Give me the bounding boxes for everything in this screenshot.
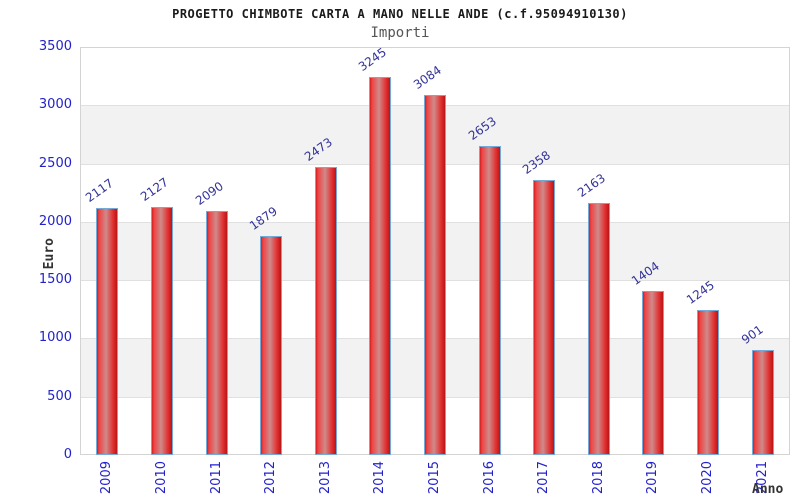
- bar-2010: [150, 207, 173, 455]
- bar-2019: [642, 291, 665, 455]
- x-tick-label-2015: 2015: [427, 461, 442, 495]
- x-tick-label-2011: 2011: [208, 461, 224, 495]
- chart-title: PROGETTO CHIMBOTE CARTA A MANO NELLE AND…: [172, 7, 628, 21]
- x-tick-label-2009: 2009: [99, 461, 115, 495]
- bar-2014: [369, 76, 392, 455]
- bar-2020: [697, 309, 720, 455]
- chart-subtitle: Importi: [370, 25, 430, 41]
- y-tick-label: 1500: [38, 272, 72, 288]
- y-tick-label: 0: [63, 447, 72, 462]
- y-axis-title: Euro: [42, 238, 57, 270]
- x-tick-label-2010: 2010: [153, 461, 169, 495]
- y-tick-label: 2000: [38, 213, 72, 229]
- x-tick-label-2017: 2017: [536, 461, 552, 495]
- bar-2011: [205, 211, 228, 455]
- bar-2016: [478, 145, 501, 455]
- x-tick-label-2020: 2020: [700, 461, 716, 495]
- x-tick-label-2019: 2019: [645, 461, 661, 495]
- y-tick-label: 1000: [38, 330, 72, 346]
- bar-2015: [424, 95, 446, 455]
- x-tick-label-2012: 2012: [263, 461, 279, 495]
- bar-2017: [533, 180, 556, 455]
- bar-2009: [96, 208, 119, 455]
- x-axis-title: Anno: [752, 482, 784, 497]
- x-tick-label-2018: 2018: [590, 461, 606, 495]
- gridline: [80, 47, 790, 48]
- x-tick-label-2016: 2016: [481, 461, 497, 495]
- y-tick-label: 3500: [38, 39, 72, 54]
- y-tick-label: 500: [47, 388, 72, 404]
- bar-2021: [751, 349, 774, 455]
- y-tick-label: 2500: [38, 155, 72, 171]
- x-tick-label-2013: 2013: [317, 461, 333, 495]
- y-tick-label: 3000: [38, 97, 72, 113]
- bar-2013: [314, 166, 337, 455]
- x-tick-label-2014: 2014: [372, 461, 388, 495]
- bar-2018: [587, 202, 610, 455]
- bar-2012: [260, 235, 283, 455]
